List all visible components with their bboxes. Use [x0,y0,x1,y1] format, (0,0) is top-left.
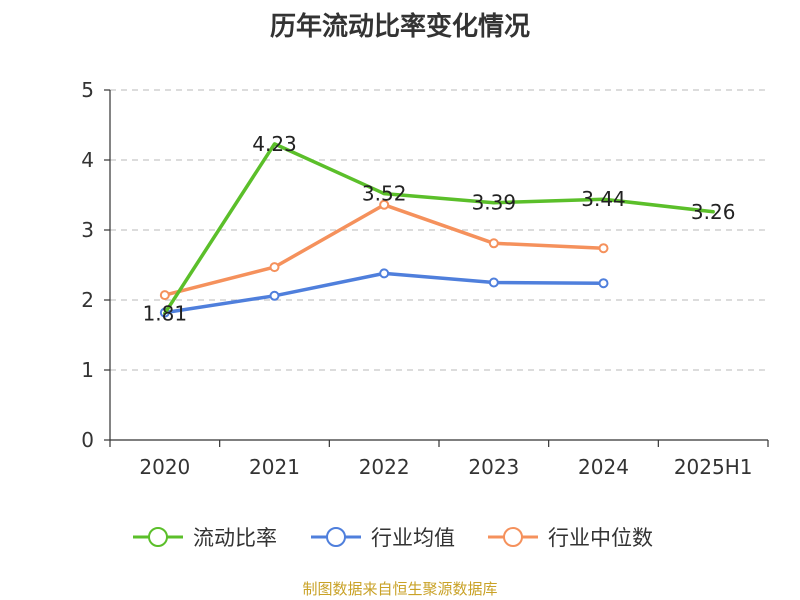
series-line [163,142,715,316]
legend-marker [503,527,523,547]
data-label: 3.26 [691,200,736,224]
data-point [379,199,390,210]
x-tick-label: 2024 [578,455,629,479]
legend-label: 行业中位数 [548,526,653,550]
data-point [488,277,499,288]
y-tick-label: 2 [81,288,94,312]
legend-marker [148,527,168,547]
data-label: 3.44 [581,187,626,211]
legend-label: 行业均值 [371,526,455,550]
data-point [159,290,170,301]
y-tick-label: 3 [81,218,94,242]
data-label: 1.81 [143,301,188,325]
data-label: 4.23 [252,132,297,156]
x-tick-label: 2023 [468,455,519,479]
data-point [379,268,390,279]
x-tick-label: 2021 [249,455,300,479]
data-point [269,290,280,301]
y-tick-label: 4 [81,148,94,172]
chart-title: 历年流动比率变化情况 [269,12,530,42]
data-label: 3.52 [362,182,407,206]
x-tick-label: 2025H1 [674,455,753,479]
data-point [598,243,609,254]
data-point [488,238,499,249]
y-tick-label: 1 [81,358,94,382]
x-tick-label: 2020 [139,455,190,479]
legend-label: 流动比率 [193,526,277,550]
legend-marker [326,527,346,547]
data-point [598,278,609,289]
data-point [269,262,280,273]
x-tick-label: 2022 [359,455,410,479]
y-tick-label: 5 [81,78,94,102]
source-note: 制图数据来自恒生聚源数据库 [302,580,498,598]
y-tick-label: 0 [81,428,94,452]
data-label: 3.39 [472,191,517,215]
